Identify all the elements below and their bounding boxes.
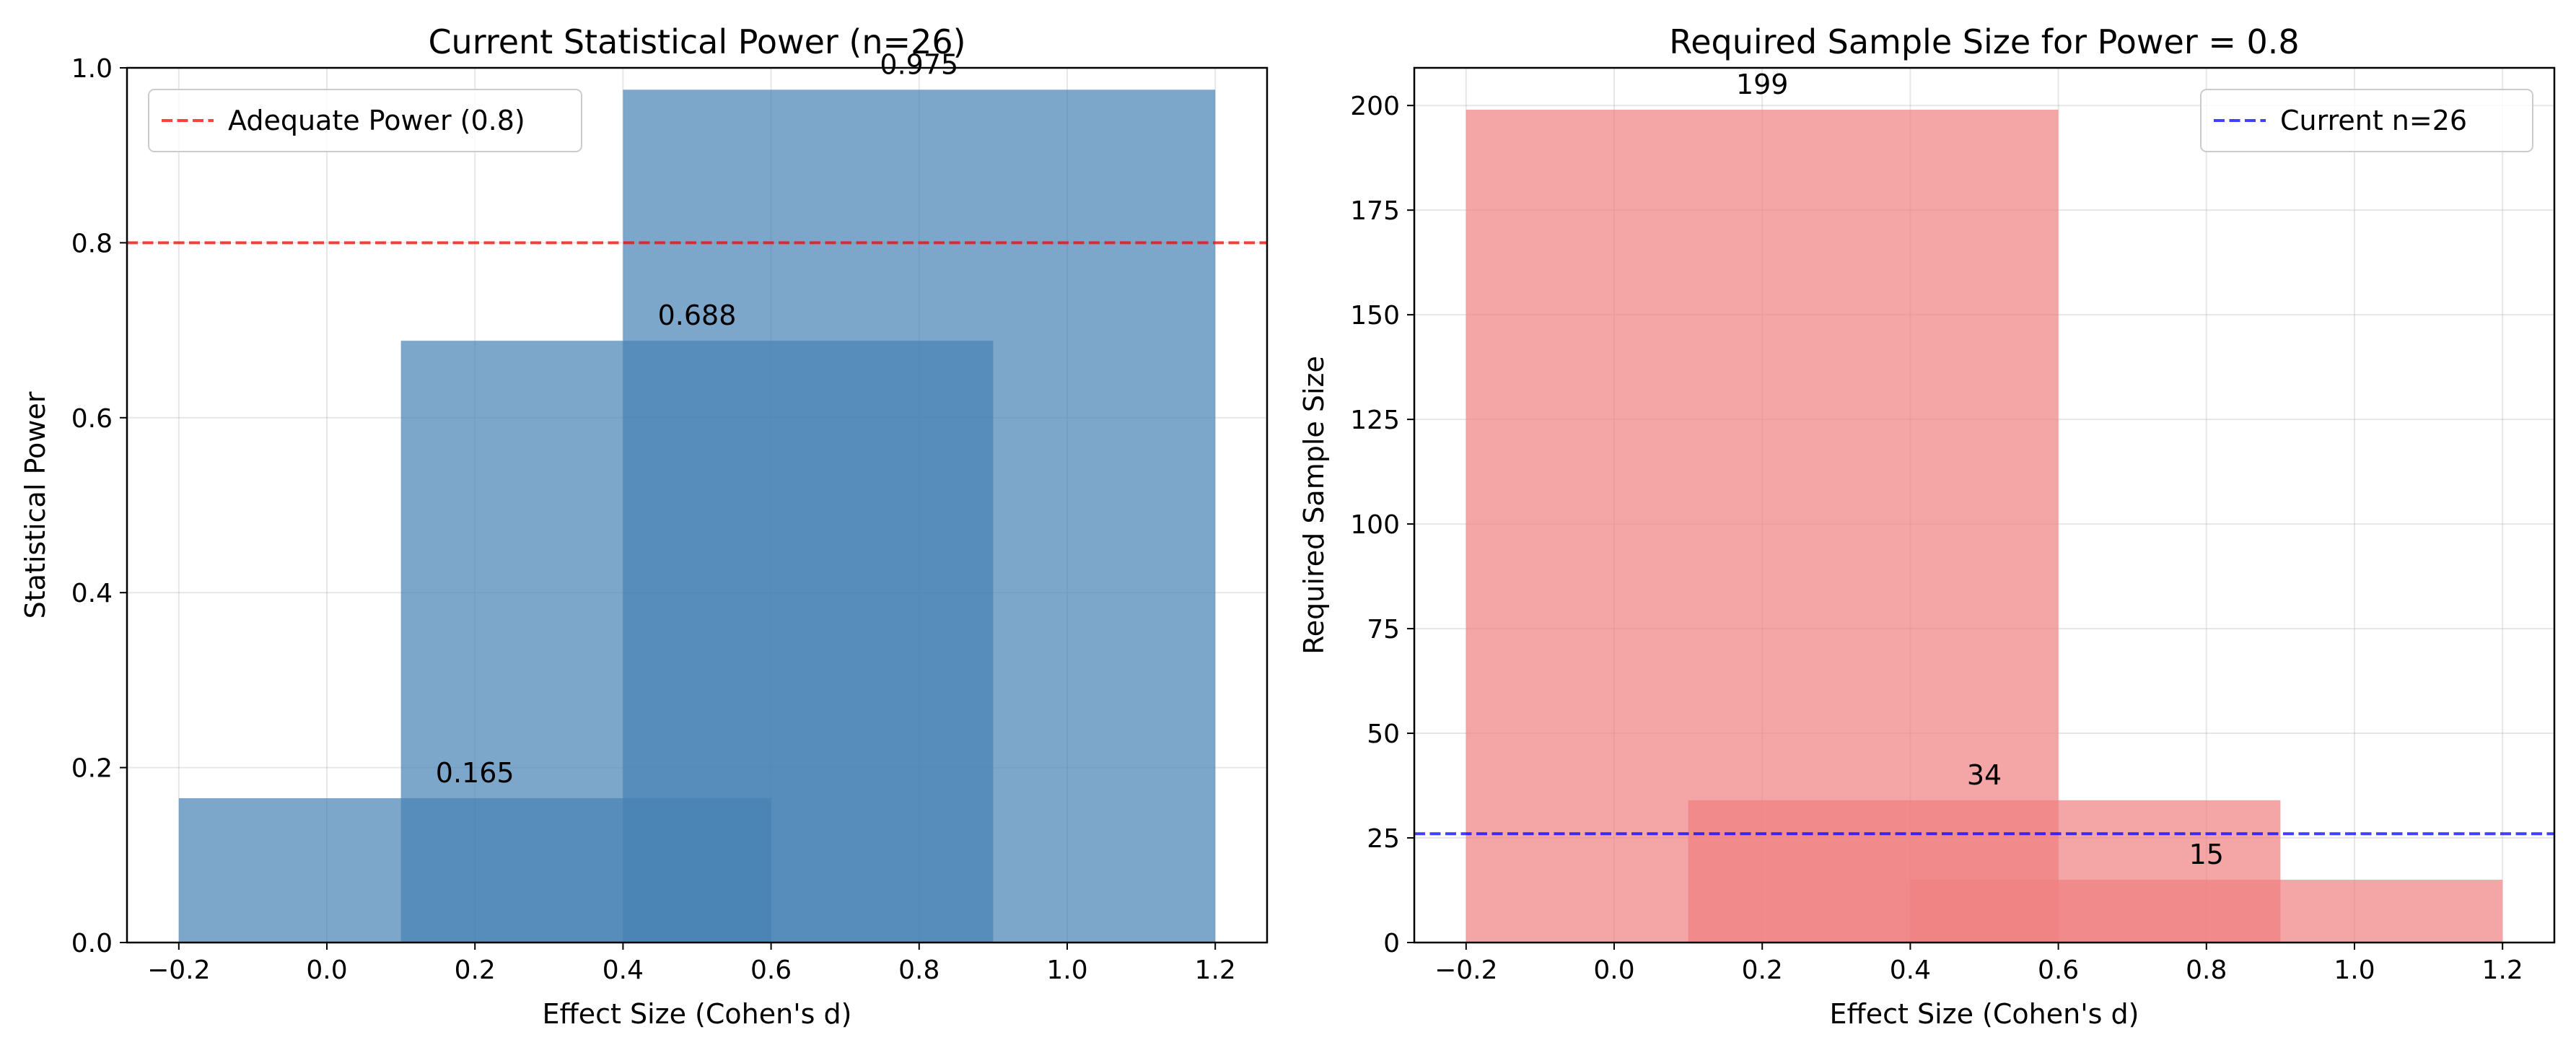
y-tick-label: 0 <box>1383 929 1400 958</box>
y-tick-label: 75 <box>1367 615 1400 644</box>
x-axis-label: Effect Size (Cohen's d) <box>543 998 852 1030</box>
x-tick-label: 0.8 <box>2186 956 2227 985</box>
legend-label: Adequate Power (0.8) <box>228 105 525 136</box>
x-tick-label: 0.0 <box>1593 956 1634 985</box>
chart-panel-2: 199 34 15 −0.2 0.0 0.2 0.4 0.6 0.8 1.0 1.2 0 25 50 75 1… <box>1298 22 2556 1030</box>
x-tick-label: 0.2 <box>1742 956 1783 985</box>
y-tick-label: 175 <box>1350 196 1400 226</box>
legend: Adequate Power (0.8) <box>148 89 582 152</box>
y-axis-label: Required Sample Size <box>1298 356 1330 655</box>
x-tick-label: 1.2 <box>2482 956 2523 985</box>
y-axis-label: Statistical Power <box>19 391 51 618</box>
x-tick-label: 0.2 <box>455 956 496 985</box>
bar-value-label: 0.975 <box>880 48 958 80</box>
x-tick-label: 1.0 <box>1046 956 1087 985</box>
bar-value-label: 0.688 <box>658 300 737 331</box>
chart-panel-1: 0.165 0.688 0.975 −0.2 0.0 0.2 0.4 0.6 0.8 1.0 1.2… <box>19 22 1269 1030</box>
x-tick-label: 1.2 <box>1195 956 1236 985</box>
x-tick-label: 0.6 <box>750 956 792 985</box>
y-tick-label: 100 <box>1350 510 1400 540</box>
y-tick-label: 50 <box>1367 720 1400 749</box>
y-tick-label: 0.0 <box>71 929 113 958</box>
y-tick-label: 200 <box>1350 92 1400 121</box>
bar-value-label: 0.165 <box>436 757 514 789</box>
bar-value-label: 199 <box>1736 69 1789 100</box>
x-tick-label: 0.0 <box>306 956 347 985</box>
x-tick-label: −0.2 <box>1434 956 1497 985</box>
x-tick-label: 0.4 <box>603 956 644 985</box>
axes-frame <box>126 66 1269 944</box>
y-tick-label: 0.4 <box>71 579 113 608</box>
axes-frame <box>1413 66 2556 944</box>
y-tick-label: 25 <box>1367 824 1400 854</box>
y-tick-label: 1.0 <box>71 54 113 84</box>
bar-value-label: 15 <box>2189 839 2224 870</box>
x-tick-label: 0.6 <box>2038 956 2079 985</box>
x-tick-label: −0.2 <box>147 956 210 985</box>
legend: Current n=26 <box>2200 89 2533 152</box>
x-tick-label: 1.0 <box>2334 956 2375 985</box>
x-tick-label: 0.4 <box>1890 956 1931 985</box>
legend-label: Current n=26 <box>2280 105 2467 136</box>
y-tick-label: 150 <box>1350 301 1400 331</box>
chart-title: Required Sample Size for Power = 0.8 <box>1669 22 2299 61</box>
chart-title: Current Statistical Power (n=26) <box>428 22 965 61</box>
y-tick-label: 0.6 <box>71 404 113 434</box>
bar <box>623 89 1216 943</box>
y-tick-label: 125 <box>1350 406 1400 435</box>
y-tick-label: 0.8 <box>71 229 113 258</box>
x-axis-label: Effect Size (Cohen's d) <box>1830 998 2139 1030</box>
legend-box <box>2200 89 2533 152</box>
y-tick-label: 0.2 <box>71 754 113 784</box>
bar-value-label: 34 <box>1967 759 2002 791</box>
bar <box>1910 880 2503 943</box>
x-tick-label: 0.8 <box>898 956 939 985</box>
legend-box <box>148 89 582 152</box>
